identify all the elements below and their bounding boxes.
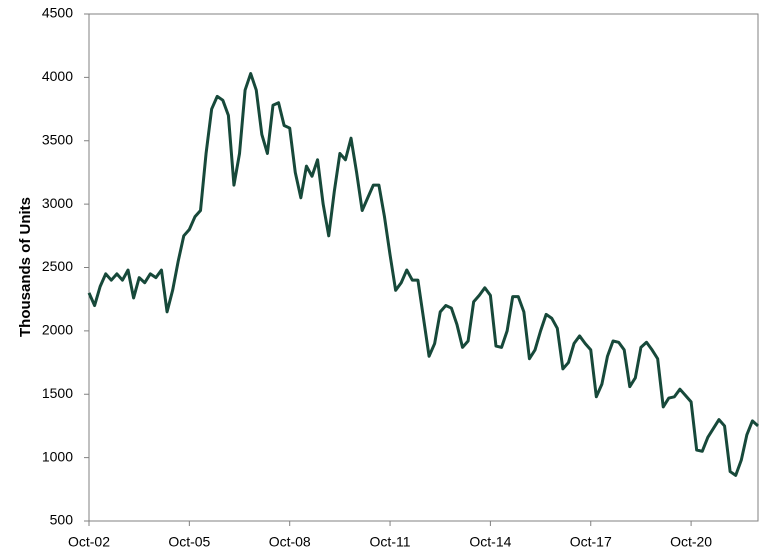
y-tick-label: 2000 [42,322,73,338]
x-tick-label: Oct-14 [469,534,511,550]
y-tick-label: 1500 [42,385,73,401]
x-tick-label: Oct-08 [269,534,311,550]
y-tick-label: 1000 [42,448,73,464]
y-tick-label: 3000 [42,195,73,211]
data-line [87,72,760,477]
x-tick-label: Oct-11 [370,534,411,550]
y-tick-label: 4500 [42,5,73,21]
y-tick-label: 500 [50,512,74,528]
y-tick-label: 4000 [42,68,73,84]
y-tick-label: 2500 [42,258,73,274]
y-axis-label: Thousands of Units [17,197,34,337]
y-tick-label: 3500 [42,131,73,147]
x-tick-label: Oct-05 [168,534,210,550]
x-tick-label: Oct-17 [570,534,612,550]
x-tick-label: Oct-02 [68,534,110,550]
plot-frame [88,13,759,522]
x-tick-label: Oct-20 [670,534,712,550]
